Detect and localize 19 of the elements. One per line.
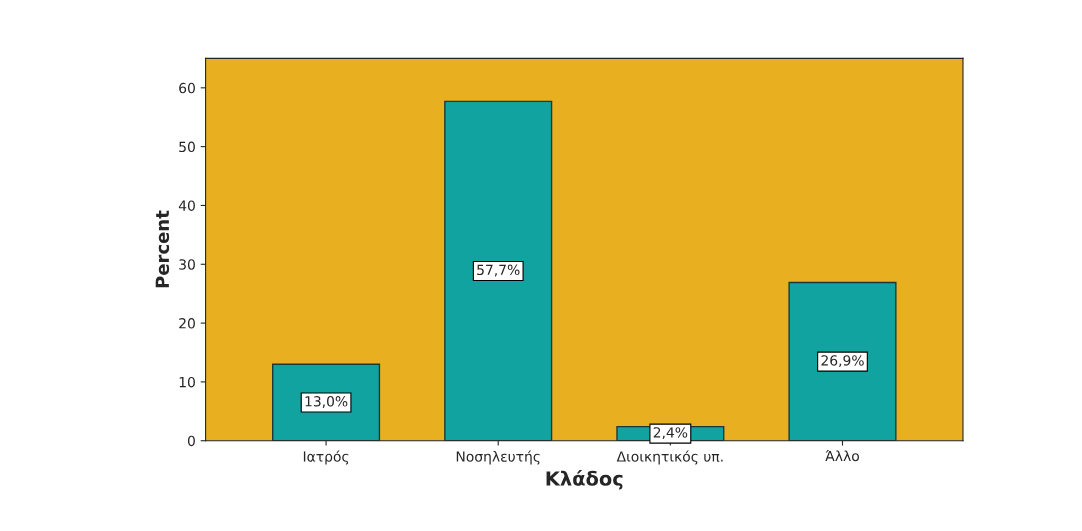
data-label: 57,7% (477, 264, 520, 277)
x-axis-title: Κλάδος (546, 470, 623, 490)
y-tick-label: 30 (179, 259, 195, 270)
y-tick-label: 0 (187, 435, 195, 447)
x-tick-label: Νοσηλευτής (456, 450, 540, 465)
bar (444, 100, 553, 441)
y-tick-label: 40 (178, 200, 195, 211)
x-tick-label: Διοικητικός υπ. (616, 450, 723, 465)
bar (788, 281, 897, 441)
data-label: 13,0% (305, 396, 348, 408)
data-label: 26,9% (821, 355, 864, 368)
y-axis-title: Percent (155, 210, 170, 288)
y-tick-label: 10 (179, 376, 195, 388)
data-label: 2,4% (653, 427, 688, 440)
x-tick-label: Άλλο (825, 449, 859, 462)
x-tick-label: Ιατρός (303, 450, 349, 465)
y-tick-label: 60 (179, 82, 195, 94)
y-tick-label: 20 (179, 318, 195, 329)
y-tick-label: 50 (179, 141, 195, 153)
